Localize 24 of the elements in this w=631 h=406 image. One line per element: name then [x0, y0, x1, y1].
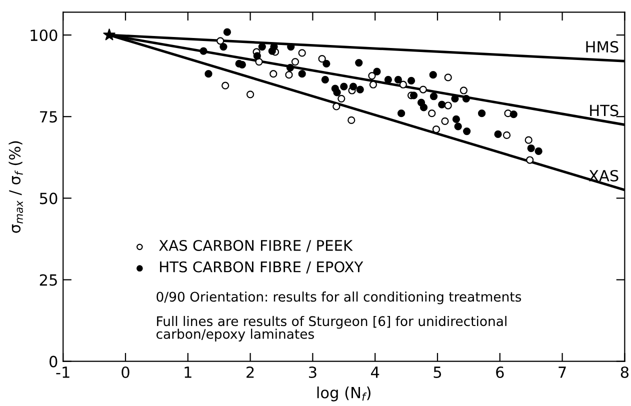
x-tick-label: 6: [496, 366, 504, 378]
series-label: XAS: [588, 170, 618, 182]
x-tick-label: 5: [434, 366, 442, 378]
y-tick-label: 25: [40, 274, 57, 286]
y-tick-label: 100: [30, 29, 58, 42]
y-tick-label: 75: [40, 111, 57, 123]
annotation: Full lines are results of Sturgeon [6] for unidirectional carbon/epoxy laminates: [156, 316, 506, 342]
x-tick-label: 7: [558, 366, 566, 378]
x-tick-label: -1: [56, 366, 70, 378]
x-tick-label: 1: [184, 366, 192, 378]
x-tick-label: 8: [620, 366, 629, 378]
x-tick-label: 0: [122, 366, 130, 378]
legend-label: HTS CARBON FIBRE / EPOXY: [160, 261, 364, 274]
x-tick-label: 4: [370, 366, 380, 378]
series-label: HTS: [590, 104, 618, 116]
x-axis-title: log (N$_{f}$): [317, 386, 370, 402]
x-tick-label: 3: [309, 366, 316, 378]
y-axis-title: σ$_{max}$ / σ$_{f}$ (%): [8, 141, 23, 233]
legend-label: XAS CARBON FIBRE / PEEK: [159, 240, 353, 252]
x-tick-label: 2: [246, 366, 254, 378]
y-tick-label: 50: [40, 192, 58, 204]
annotation: 0/90 Orientation: results for all conditioning treatments: [156, 292, 522, 304]
y-tick-label: 0: [50, 356, 58, 368]
series-label: HMS: [586, 41, 618, 53]
